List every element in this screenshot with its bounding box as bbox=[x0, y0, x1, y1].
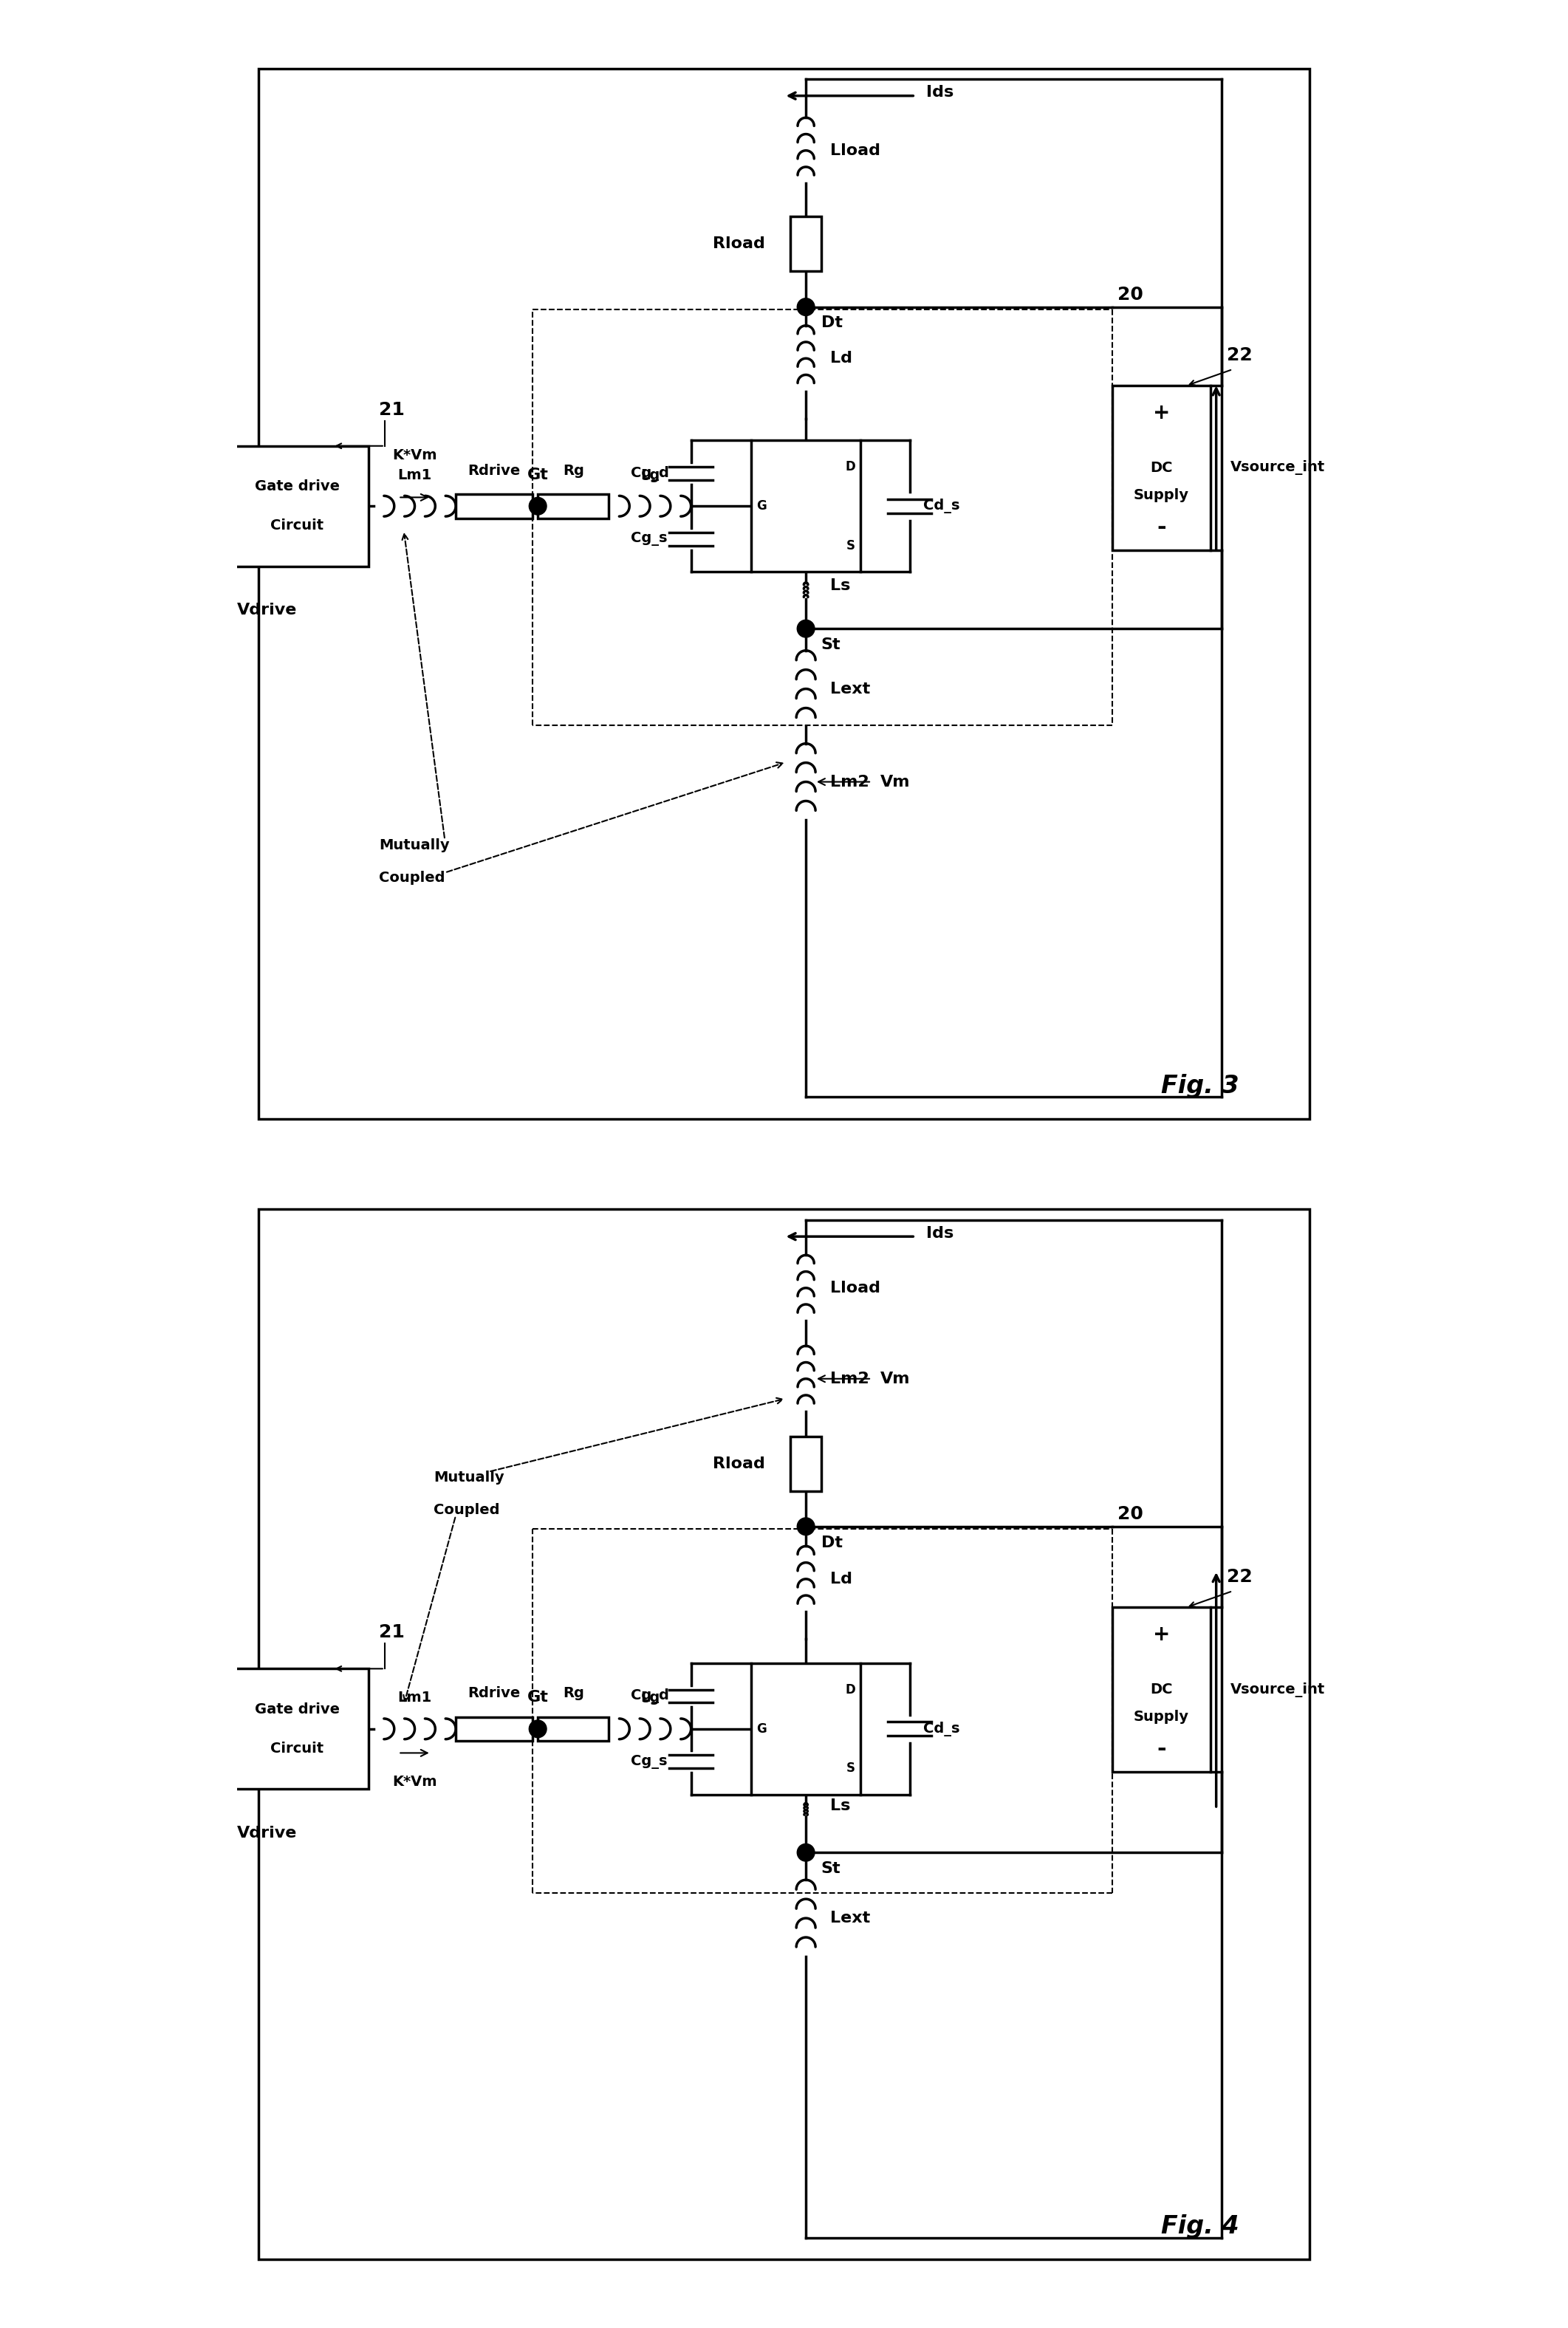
Circle shape bbox=[797, 1844, 815, 1862]
Text: Ls: Ls bbox=[829, 1797, 850, 1814]
Circle shape bbox=[528, 1720, 547, 1737]
Text: Lm2: Lm2 bbox=[829, 775, 869, 789]
Text: G: G bbox=[757, 501, 767, 512]
Bar bbox=[1112, 1606, 1210, 1772]
Text: Rg: Rg bbox=[563, 1685, 583, 1699]
Text: S: S bbox=[847, 538, 855, 552]
Text: Ids: Ids bbox=[927, 1227, 953, 1241]
Text: Lm1: Lm1 bbox=[398, 1690, 431, 1704]
Text: Fig. 3: Fig. 3 bbox=[1160, 1073, 1239, 1099]
Text: Ls: Ls bbox=[829, 577, 850, 594]
Text: -: - bbox=[1157, 1739, 1167, 1760]
Text: 20: 20 bbox=[1118, 286, 1143, 303]
Text: S: S bbox=[847, 1762, 855, 1774]
Bar bbox=[226, 1669, 368, 1788]
Text: Mutually: Mutually bbox=[434, 1471, 505, 1485]
Text: DC: DC bbox=[1151, 461, 1173, 475]
Text: Vm: Vm bbox=[880, 1371, 909, 1385]
Text: Mutually: Mutually bbox=[379, 838, 450, 852]
Text: Vdrive: Vdrive bbox=[237, 1825, 296, 1839]
Text: Cg_s: Cg_s bbox=[630, 531, 668, 547]
Text: 21: 21 bbox=[379, 400, 405, 419]
Circle shape bbox=[797, 619, 815, 638]
Text: Cg_d: Cg_d bbox=[630, 1688, 670, 1704]
Text: Dt: Dt bbox=[822, 1534, 842, 1550]
Bar bbox=[456, 1716, 533, 1741]
Bar bbox=[751, 440, 861, 573]
Text: Lg: Lg bbox=[640, 468, 660, 482]
Text: 22: 22 bbox=[1228, 1567, 1253, 1585]
Text: Vsource_int: Vsource_int bbox=[1231, 461, 1325, 475]
Bar bbox=[538, 494, 608, 519]
Bar bbox=[751, 1662, 861, 1795]
Text: Cg_d: Cg_d bbox=[630, 466, 670, 480]
Circle shape bbox=[528, 498, 547, 514]
Text: Vsource_int: Vsource_int bbox=[1231, 1683, 1325, 1697]
Text: G: G bbox=[757, 1723, 767, 1737]
Text: Rload: Rload bbox=[713, 1457, 765, 1471]
Text: Gate drive: Gate drive bbox=[254, 1702, 340, 1716]
Text: Lload: Lload bbox=[829, 142, 880, 158]
Text: 22: 22 bbox=[1228, 347, 1253, 363]
Text: DC: DC bbox=[1151, 1683, 1173, 1697]
Text: Cd_s: Cd_s bbox=[924, 1720, 960, 1737]
Bar bbox=[790, 217, 822, 270]
Text: Lext: Lext bbox=[829, 682, 870, 696]
Text: D: D bbox=[845, 461, 855, 473]
Text: D: D bbox=[845, 1683, 855, 1697]
Text: Lm1: Lm1 bbox=[398, 468, 431, 482]
Text: Circuit: Circuit bbox=[270, 1741, 323, 1755]
Bar bbox=[1112, 386, 1210, 549]
Text: Vm: Vm bbox=[880, 775, 909, 789]
Text: +: + bbox=[1152, 1625, 1170, 1646]
Text: Coupled: Coupled bbox=[434, 1504, 500, 1518]
Text: Cg_s: Cg_s bbox=[630, 1755, 668, 1769]
Bar bbox=[790, 1436, 822, 1492]
Bar bbox=[538, 1716, 608, 1741]
Text: Rdrive: Rdrive bbox=[467, 463, 521, 477]
Text: St: St bbox=[822, 1862, 840, 1876]
Text: Gt: Gt bbox=[527, 468, 549, 482]
Text: Gt: Gt bbox=[527, 1690, 549, 1704]
Circle shape bbox=[797, 298, 815, 317]
Text: Lext: Lext bbox=[829, 1911, 870, 1925]
Text: 21: 21 bbox=[379, 1623, 405, 1641]
Bar bbox=[456, 494, 533, 519]
Text: Ld: Ld bbox=[829, 1571, 851, 1585]
Text: Circuit: Circuit bbox=[270, 519, 323, 533]
Text: Supply: Supply bbox=[1134, 489, 1189, 503]
Text: Rload: Rload bbox=[713, 235, 765, 251]
Text: St: St bbox=[822, 638, 840, 652]
Text: Supply: Supply bbox=[1134, 1709, 1189, 1723]
Text: Gate drive: Gate drive bbox=[254, 480, 340, 494]
Text: K*Vm: K*Vm bbox=[392, 449, 437, 463]
Text: -: - bbox=[1157, 517, 1167, 538]
Text: Lload: Lload bbox=[829, 1280, 880, 1294]
Bar bbox=[226, 447, 368, 566]
Text: Lg: Lg bbox=[640, 1690, 660, 1704]
Text: Lm2: Lm2 bbox=[829, 1371, 869, 1385]
Text: Coupled: Coupled bbox=[379, 871, 445, 885]
Text: Rg: Rg bbox=[563, 463, 583, 477]
Text: Ld: Ld bbox=[829, 352, 851, 365]
Text: K*Vm: K*Vm bbox=[392, 1774, 437, 1788]
Text: Fig. 4: Fig. 4 bbox=[1160, 2214, 1239, 2240]
Text: Vdrive: Vdrive bbox=[237, 603, 296, 617]
Circle shape bbox=[797, 1518, 815, 1534]
Text: Dt: Dt bbox=[822, 317, 842, 331]
Text: 20: 20 bbox=[1118, 1506, 1143, 1523]
Text: Cd_s: Cd_s bbox=[924, 498, 960, 514]
Text: Ids: Ids bbox=[927, 86, 953, 100]
Text: +: + bbox=[1152, 403, 1170, 424]
Text: Rdrive: Rdrive bbox=[467, 1685, 521, 1699]
